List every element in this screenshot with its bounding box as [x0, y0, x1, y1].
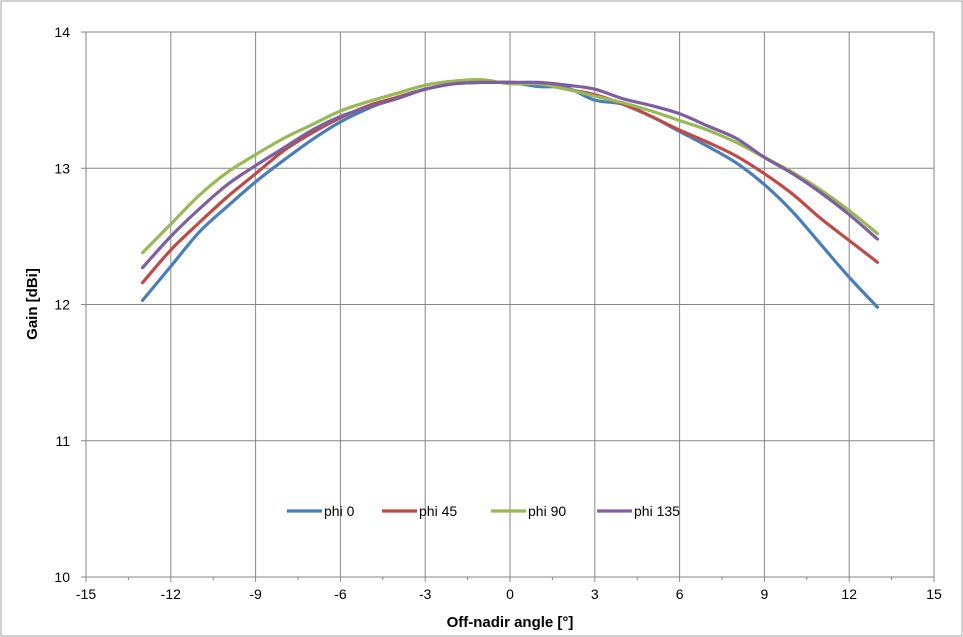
legend-label-phi-135: phi 135: [634, 503, 680, 519]
series-line-phi-135: [140, 80, 880, 270]
x-tick-label: -6: [334, 586, 347, 602]
x-tick-label: -15: [76, 586, 96, 602]
legend-label-phi-0: phi 0: [324, 503, 355, 519]
x-tick-label: -12: [161, 586, 181, 602]
y-axis-title: Gain [dBi]: [24, 268, 41, 340]
legend-label-phi-90: phi 90: [528, 503, 566, 519]
gridlines: [86, 31, 935, 577]
x-tick-label: 6: [676, 586, 684, 602]
y-tick-label: 13: [54, 160, 70, 176]
legend: phi 0 phi 45 phi 90 phi 135: [287, 503, 680, 519]
x-tick-label: -9: [249, 586, 262, 602]
x-tick-label: 0: [506, 586, 514, 602]
x-tick-label: 15: [926, 586, 942, 602]
x-tick-label: 9: [761, 586, 769, 602]
x-tick-label: -3: [419, 586, 432, 602]
series-layer: [140, 77, 880, 309]
x-tick-labels: -15 -12 -9 -6 -3 0 3 6 9 12 15: [76, 586, 942, 602]
y-tick-label: 12: [54, 297, 70, 313]
legend-label-phi-45: phi 45: [419, 503, 457, 519]
y-tick-labels: 10 11 12 13 14: [54, 24, 70, 585]
y-tick-label: 14: [54, 24, 70, 40]
x-tick-label: 12: [841, 586, 857, 602]
y-tick-label: 11: [55, 433, 70, 449]
axes: [81, 31, 935, 582]
y-tick-label: 10: [54, 569, 70, 585]
x-axis-title: Off-nadir angle [°]: [447, 614, 574, 631]
x-tick-label: 3: [591, 586, 599, 602]
